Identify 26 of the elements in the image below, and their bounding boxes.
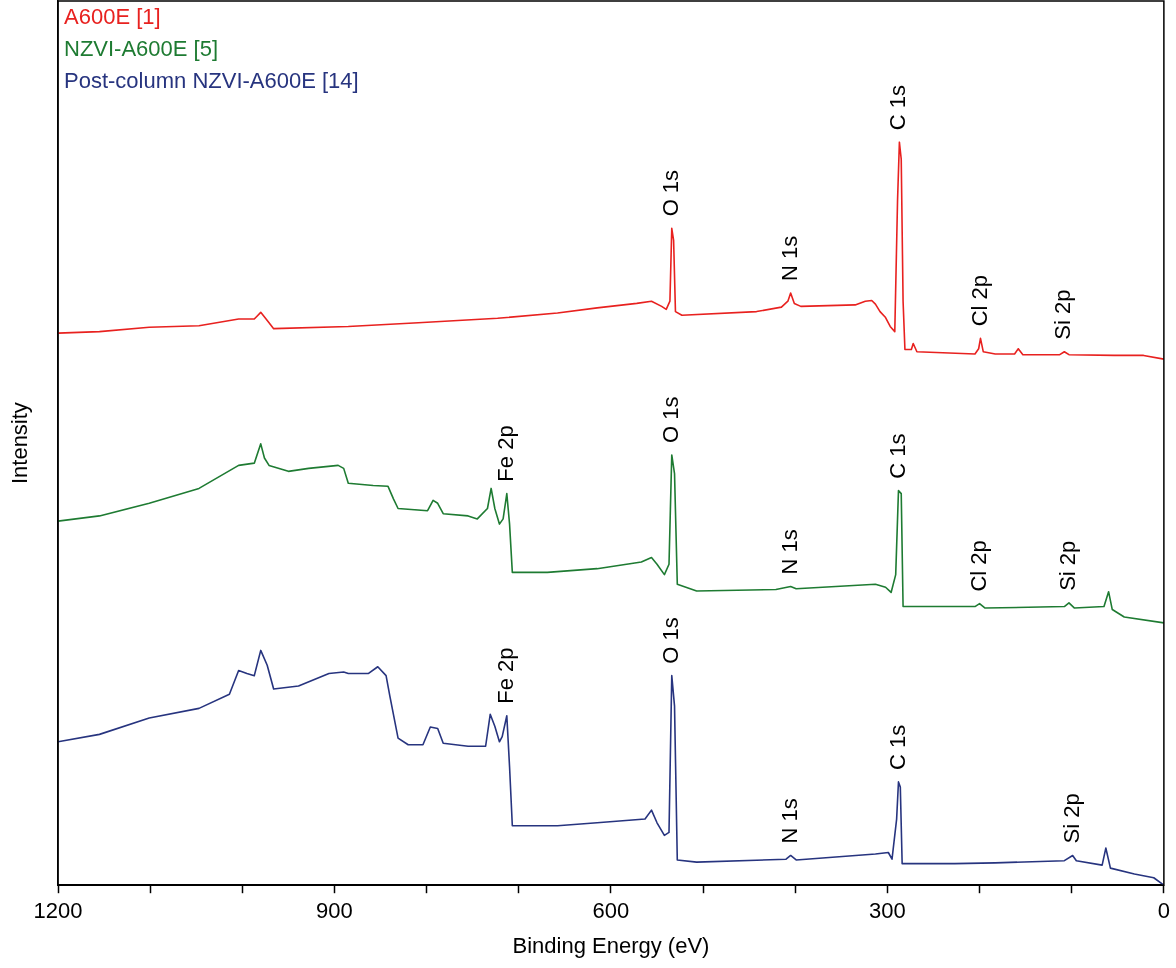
annotation: N 1s [776,529,802,575]
annotation: Fe 2p [492,647,518,704]
x-tick-label: 300 [869,898,906,924]
x-tick-label: 600 [592,898,630,924]
text: Post-column NZVI-A600E [14] [64,68,359,94]
annotation: Cl 2p [965,540,991,592]
text: A600E [1] [64,4,161,30]
annotation: N 1s [776,235,802,282]
y-axis-title: Intensity [7,402,33,485]
x-tick-label: 0 [1157,898,1171,924]
x-tick-label: 1200 [33,898,83,924]
text: NZVI-A600E [5] [64,36,219,62]
annotation: O 1s [657,169,683,217]
annotation: Cl 2p [966,274,992,327]
annotation: C 1s [885,84,911,131]
annotation: C 1s [884,724,910,770]
annotation: O 1s [657,396,683,443]
annotation: Fe 2p [492,425,518,482]
annotation: C 1s [884,433,910,479]
x-tick-label: 900 [316,898,353,924]
x-axis-title: Binding Energy (eV) [512,932,710,958]
annotation: Si 2p [1058,793,1084,844]
annotation: N 1s [776,798,802,844]
annotation: Si 2p [1055,540,1081,591]
annotation: O 1s [657,617,683,664]
annotation: Si 2p [1050,289,1076,340]
